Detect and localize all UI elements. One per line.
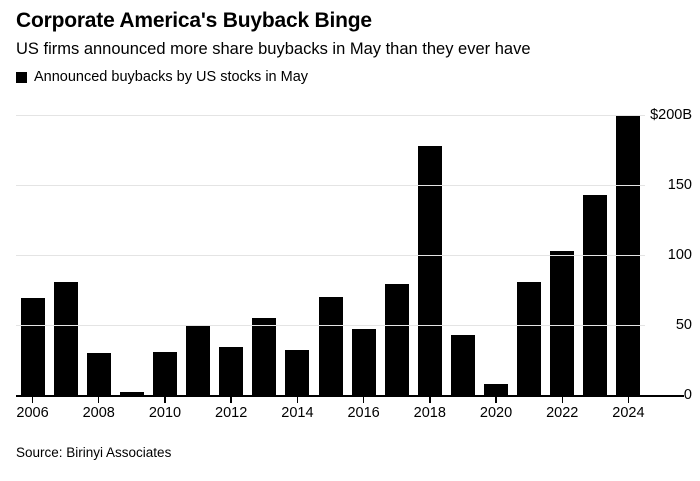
bar-2010 <box>152 351 177 395</box>
bar-2017 <box>384 284 409 395</box>
gridline <box>16 325 645 326</box>
bar-2006 <box>20 298 45 395</box>
bar-2012 <box>219 347 244 395</box>
plot-canvas <box>16 115 645 395</box>
bar-2019 <box>450 334 475 395</box>
x-axis-tick <box>98 396 100 403</box>
y-axis-tick-label: 150 <box>667 177 692 193</box>
chart-legend: Announced buybacks by US stocks in May <box>16 69 690 85</box>
x-axis-tick-label: 2018 <box>413 405 446 421</box>
bar-2008 <box>86 353 111 395</box>
bar-2011 <box>186 325 211 395</box>
gridline <box>16 185 645 186</box>
x-axis-tick-label: 2024 <box>612 405 645 421</box>
x-axis-tick <box>164 396 166 403</box>
y-axis-tick-label: 100 <box>667 247 692 263</box>
x-axis-tick <box>627 396 630 403</box>
x-axis-tick-label: 2012 <box>215 405 248 421</box>
bar-2014 <box>285 350 310 395</box>
y-axis-tick-label: $200B <box>650 107 692 123</box>
y-axis-tick-label: 0 <box>683 387 692 403</box>
chart-header: Corporate America's Buyback Binge US fir… <box>16 8 690 85</box>
y-axis-tick-label: 50 <box>675 317 692 333</box>
legend-item-label: Announced buybacks by US stocks in May <box>34 69 309 85</box>
x-axis-tick <box>561 396 563 403</box>
x-axis-tick <box>296 396 299 403</box>
source-note: Source: Birinyi Associates <box>16 445 172 460</box>
bar-2013 <box>252 318 277 395</box>
x-axis-tick <box>495 396 497 403</box>
x-axis-tick <box>230 396 232 403</box>
bar-2021 <box>517 281 542 395</box>
bar-2020 <box>484 383 509 395</box>
bar-series <box>16 115 645 395</box>
bar-2023 <box>583 194 608 395</box>
gridline <box>16 255 645 256</box>
x-axis-tick-label: 2006 <box>16 405 49 421</box>
page-title: Corporate America's Buyback Binge <box>16 9 372 32</box>
square-marker-icon <box>16 71 27 83</box>
bar-2015 <box>318 297 343 395</box>
bar-2009 <box>119 392 144 395</box>
x-axis-tick-label: 2008 <box>82 405 115 421</box>
bar-2022 <box>550 250 575 395</box>
gridline <box>16 115 645 116</box>
x-axis-tick-label: 2016 <box>347 405 380 421</box>
bar-2016 <box>351 329 376 395</box>
x-axis-line <box>16 395 684 397</box>
x-axis-tick-label: 2022 <box>546 405 579 421</box>
x-axis-tick-label: 2014 <box>281 405 314 421</box>
x-axis-tick <box>31 396 34 403</box>
bar-2018 <box>417 145 442 395</box>
chart-subtitle: US firms announced more share buybacks i… <box>16 40 531 58</box>
bar-2007 <box>53 281 78 395</box>
x-axis-tick-label: 2010 <box>148 405 182 421</box>
x-axis-tick-label: 2020 <box>479 405 513 421</box>
x-axis-tick <box>362 396 365 403</box>
x-axis-tick <box>429 396 431 403</box>
